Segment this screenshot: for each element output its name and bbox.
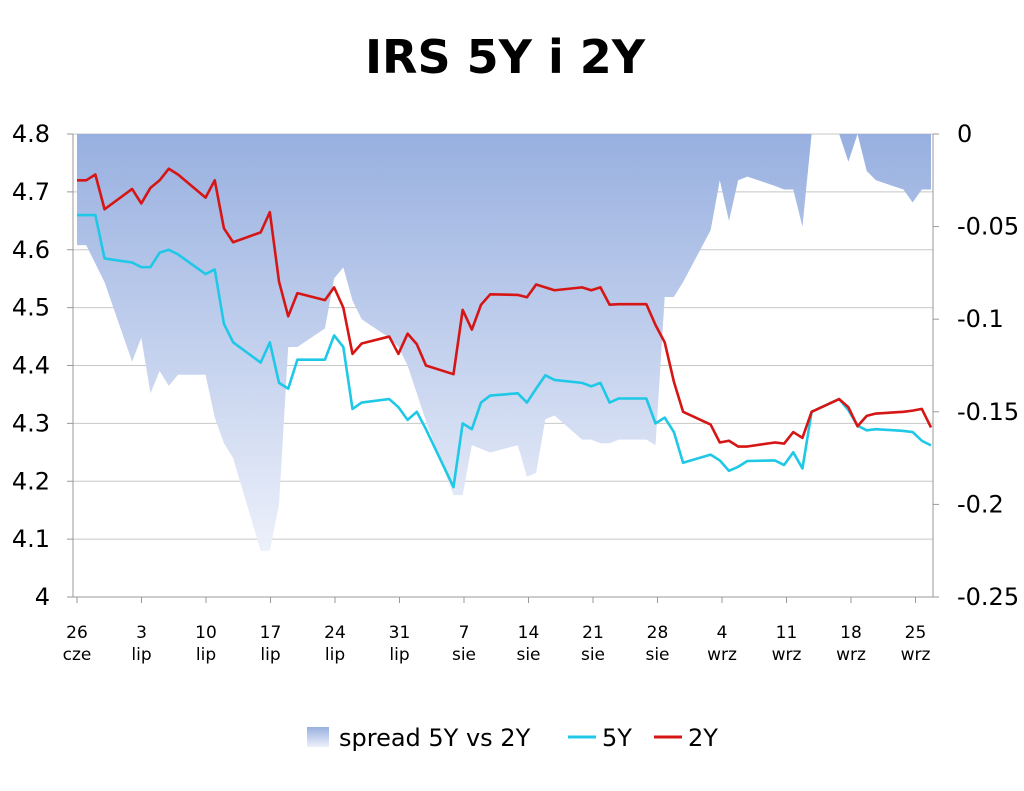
x-tick-label: 31 lip xyxy=(389,623,411,665)
axes: 4 4.1 4.2 4.3 4.4 4.5 4.6 4.7 4.8 -0.25 -0.2 -0.15 -… xyxy=(12,120,1019,665)
y-right-tick-label: 0 xyxy=(957,120,972,148)
x-tick-label: 11 wrz xyxy=(772,623,802,665)
series-line-2y xyxy=(77,167,933,448)
y-left-tick-label: 4.4 xyxy=(12,352,50,380)
x-tick-label: 10 lip xyxy=(195,623,217,665)
legend-label: 5Y xyxy=(602,724,632,752)
y-right-tick-label: -0.05 xyxy=(957,213,1019,241)
x-tick-label: 3 lip xyxy=(131,623,151,665)
x-tick-label: 4 wrz xyxy=(707,623,737,665)
x-tick-label: 18 wrz xyxy=(836,623,866,665)
y-left-tick-label: 4.8 xyxy=(12,120,50,148)
legend-label: spread 5Y vs 2Y xyxy=(339,724,531,752)
x-tick-label: 21 sie xyxy=(581,623,605,665)
y-right-tick-label: -0.2 xyxy=(957,490,1004,518)
legend-swatch-spread xyxy=(307,727,329,747)
y-left-tick-label: 4.1 xyxy=(12,525,50,553)
y-left-tick-label: 4.2 xyxy=(12,467,50,495)
x-tick-label: 24 lip xyxy=(324,623,346,665)
x-tick-label: 14 sie xyxy=(516,623,540,665)
series-area-spread xyxy=(77,134,931,551)
series-line-5y xyxy=(77,213,932,489)
legend: spread 5Y vs 2Y 5Y 2Y xyxy=(307,724,718,752)
chart-title: IRS 5Y i 2Y xyxy=(364,30,646,84)
x-tick-label: 25 wrz xyxy=(901,623,931,665)
x-tick-label: 26 cze xyxy=(63,623,92,665)
x-tick-label: 17 lip xyxy=(260,623,282,665)
y-right-tick-label: -0.15 xyxy=(957,398,1019,426)
y-right-tick-label: -0.1 xyxy=(957,305,1004,333)
y-right-tick-label: -0.25 xyxy=(957,583,1019,611)
x-tick-label: 7 sie xyxy=(452,623,476,665)
x-tick-label: 28 sie xyxy=(645,623,669,665)
y-left-tick-label: 4.5 xyxy=(12,294,50,322)
y-left-tick-label: 4 xyxy=(35,583,50,611)
y-left-tick-label: 4.3 xyxy=(12,409,50,437)
y-left-tick-label: 4.6 xyxy=(12,236,50,264)
legend-label: 2Y xyxy=(688,724,718,752)
y-left-tick-label: 4.7 xyxy=(12,178,50,206)
